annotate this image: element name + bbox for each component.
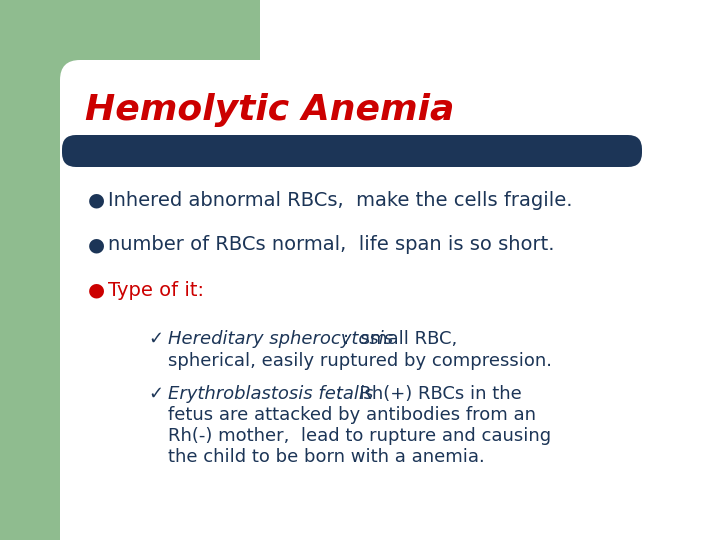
Text: number of RBCs normal,  life span is so short.: number of RBCs normal, life span is so s… (108, 235, 554, 254)
Bar (0, 0, 72, 540)
Text: the child to be born with a anemia.: the child to be born with a anemia. (168, 448, 485, 466)
Text: ●: ● (88, 191, 105, 210)
Text: spherical, easily ruptured by compression.: spherical, easily ruptured by compressio… (168, 352, 552, 370)
Text: :  small RBC,: : small RBC, (343, 330, 457, 348)
Bar (60, 480, 720, 540)
Text: Rh(-) mother,  lead to rupture and causing: Rh(-) mother, lead to rupture and causin… (168, 427, 551, 445)
FancyBboxPatch shape (62, 135, 642, 167)
Text: Type of it:: Type of it: (108, 280, 204, 300)
Text: Erythroblastosis fetalis: Erythroblastosis fetalis (168, 385, 373, 403)
Text: ✓: ✓ (148, 330, 163, 348)
Text: Hereditary spherocytosis: Hereditary spherocytosis (168, 330, 393, 348)
Text: Hemolytic Anemia: Hemolytic Anemia (85, 93, 454, 127)
Text: fetus are attacked by antibodies from an: fetus are attacked by antibodies from an (168, 406, 536, 424)
Bar (0, 0, 260, 150)
Text: ✓: ✓ (148, 385, 163, 403)
Text: :   Rh(+) RBCs in the: : Rh(+) RBCs in the (336, 385, 522, 403)
Text: Inhered abnormal RBCs,  make the cells fragile.: Inhered abnormal RBCs, make the cells fr… (108, 191, 572, 210)
FancyBboxPatch shape (60, 60, 720, 540)
Text: ●: ● (88, 280, 105, 300)
Text: ●: ● (88, 235, 105, 254)
Bar (260, 0, 720, 150)
